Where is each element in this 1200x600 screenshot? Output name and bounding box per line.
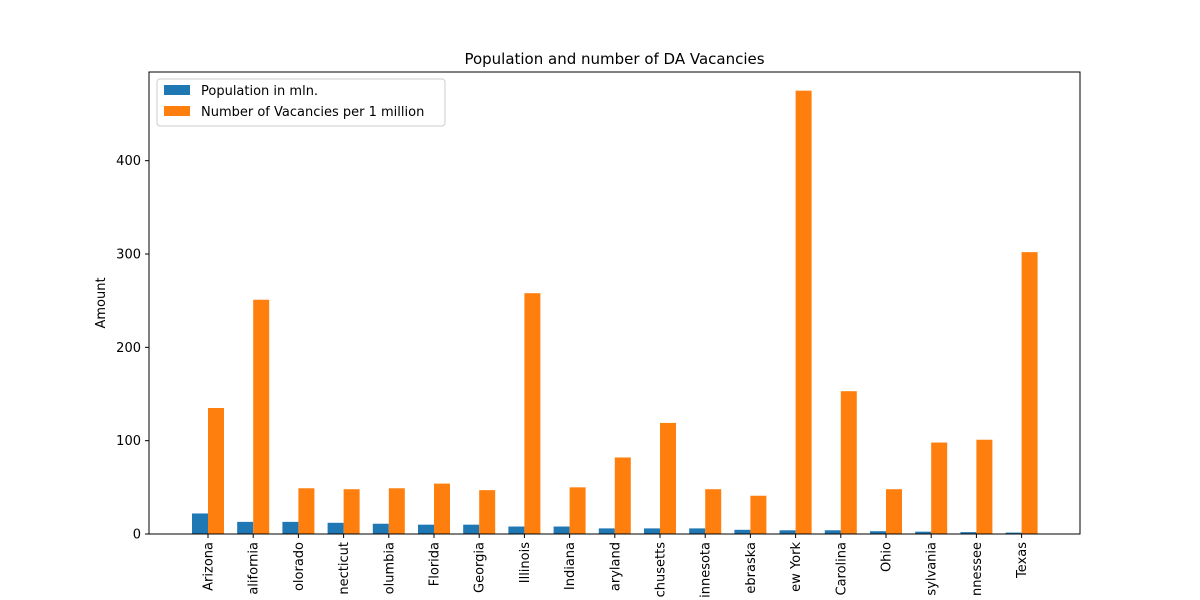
bar-population-4 (372, 523, 389, 534)
x-tick-label-1: alifornia (247, 542, 262, 595)
bar-population-13 (779, 530, 796, 534)
x-tick-label-4: olumbia (382, 542, 397, 594)
legend: Population in mln. Number of Vacancies pe… (156, 78, 446, 127)
bar-vacancies-3 (343, 489, 360, 534)
legend-label-0: Population in mln. (201, 84, 318, 99)
bar-population-14 (824, 530, 841, 534)
bar-vacancies-9 (614, 457, 631, 534)
bar-vacancies-6 (479, 490, 496, 534)
y-axis-label: Amount (94, 277, 109, 328)
bar-vacancies-5 (434, 483, 450, 534)
bar-vacancies-10 (660, 422, 676, 534)
bar-population-5 (418, 524, 434, 534)
bar-vacancies-15 (886, 489, 902, 534)
x-tick-label-2: olorado (292, 542, 307, 591)
legend-box (156, 78, 446, 127)
y-tick-label-4: 400 (116, 154, 141, 169)
bar-vacancies-14 (840, 391, 857, 534)
x-tick-label-14: Carolina (834, 542, 849, 596)
chart-title: Population and number of DA Vacancies (464, 50, 764, 68)
bar-population-12 (734, 529, 751, 534)
plot-frame (148, 71, 1081, 535)
legend-swatch-1 (164, 106, 190, 116)
bars-group (192, 90, 1038, 535)
y-tick-label-1: 100 (116, 434, 141, 449)
bar-population-10 (644, 528, 660, 534)
bar-vacancies-0 (208, 408, 224, 534)
x-tick-label-16: sylvania (925, 542, 940, 596)
bar-vacancies-2 (298, 488, 315, 534)
x-tick-label-12: ebraska (744, 542, 759, 594)
bar-population-16 (915, 531, 932, 534)
bar-vacancies-12 (750, 495, 767, 534)
bar-vacancies-18 (1021, 252, 1038, 534)
bar-vacancies-1 (253, 299, 270, 534)
bar-population-17 (960, 532, 977, 534)
bar-vacancies-13 (795, 90, 812, 535)
bar-vacancies-4 (388, 488, 405, 534)
x-tick-label-18: Texas (1015, 542, 1030, 579)
x-tick-label-8: Indiana (563, 542, 578, 590)
bar-population-18 (1005, 532, 1022, 534)
x-tick-label-9: aryland (608, 542, 623, 591)
x-tick-label-3: necticut (337, 542, 352, 595)
bar-population-6 (463, 524, 480, 534)
bar-population-8 (553, 526, 570, 534)
x-tick-label-13: ew York (789, 542, 804, 592)
bar-population-2 (282, 521, 299, 534)
x-axis-ticks: Arizona alifornia olorado necticut olumbia Fl… (202, 534, 1030, 598)
x-tick-label-0: Arizona (202, 542, 217, 591)
bar-population-0 (192, 513, 208, 534)
x-tick-label-17: nnessee (970, 542, 985, 596)
legend-label-1: Number of Vacancies per 1 million (201, 105, 424, 120)
x-tick-label-5: Florida (428, 542, 443, 586)
x-tick-label-11: innesota (699, 542, 714, 598)
x-tick-label-10: chusetts (654, 542, 669, 598)
bar-vacancies-17 (976, 439, 993, 534)
x-tick-label-6: Georgia (473, 542, 488, 593)
bar-population-7 (508, 526, 525, 534)
y-tick-label-3: 300 (116, 248, 141, 263)
legend-swatch-0 (164, 85, 190, 95)
y-tick-label-0: 0 (133, 528, 141, 543)
bar-population-9 (598, 528, 615, 534)
bar-vacancies-16 (931, 442, 948, 534)
bar-population-3 (327, 522, 344, 534)
x-tick-label-15: Ohio (880, 542, 895, 572)
bar-vacancies-7 (524, 293, 541, 534)
bar-vacancies-11 (705, 489, 722, 534)
y-tick-label-2: 200 (116, 341, 141, 356)
bar-population-11 (689, 528, 706, 534)
x-tick-label-7: Illinois (518, 542, 533, 583)
bar-vacancies-8 (569, 487, 586, 534)
y-axis-ticks: 0 100 200 300 400 (116, 154, 149, 543)
bar-population-15 (870, 531, 886, 534)
bar-population-1 (237, 521, 254, 534)
